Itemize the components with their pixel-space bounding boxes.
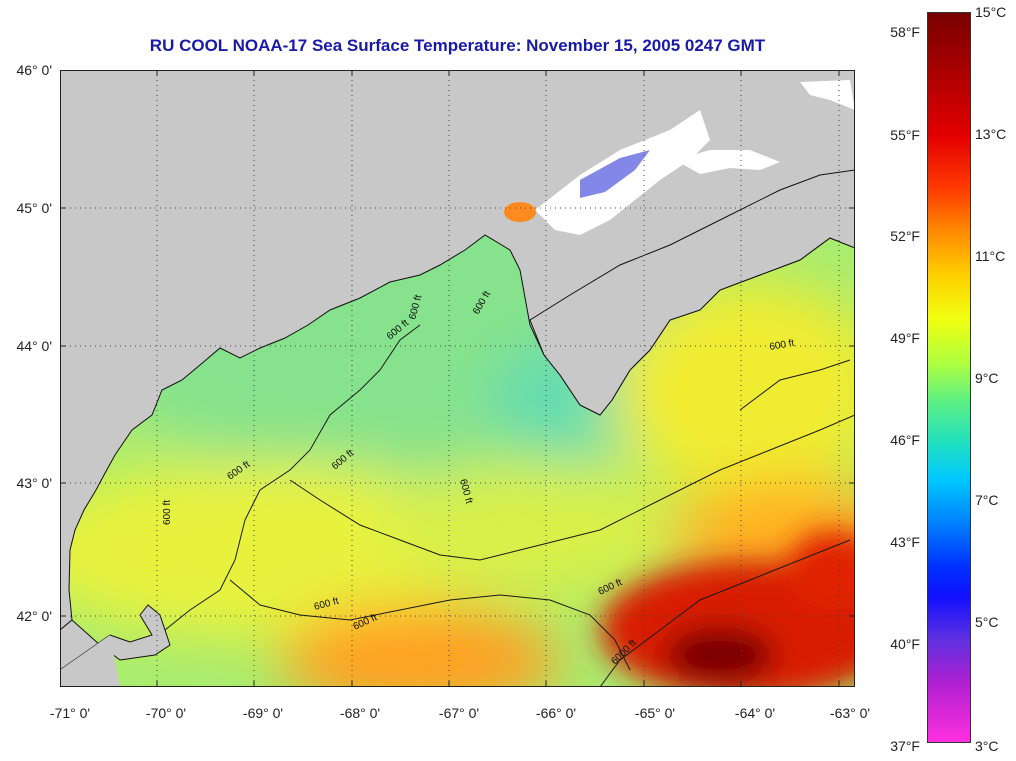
lat-label-42: 42° 0' — [16, 608, 52, 624]
contour-label: 600 ft — [162, 500, 173, 525]
contour-6000ft — [599, 539, 851, 687]
lon-label-66: -66° 0' — [535, 705, 577, 721]
sst-map[interactable]: 600 ft 600 ft 600 ft 600 ft 600 ft 600 f… — [60, 70, 855, 687]
colorbar-label-c: 5°C — [975, 614, 999, 630]
sst-hottest-region — [665, 627, 775, 683]
lat-label-43: 43° 0' — [16, 475, 52, 491]
sst-hot-region — [600, 560, 855, 687]
lon-label-63: -63° 0' — [829, 705, 871, 721]
fundy-anomaly — [580, 150, 650, 198]
colorbar-label-f: 37°F — [890, 738, 920, 754]
sst-hot-field — [600, 530, 855, 687]
contour-600ft-inner — [164, 324, 421, 631]
colorbar-label-c: 13°C — [975, 126, 1007, 142]
contour-label: 600 ft — [769, 338, 796, 353]
sst-warm-region — [280, 605, 560, 687]
contour-600ft-basin — [289, 479, 601, 561]
colorbar-label-c: 15°C — [975, 4, 1007, 20]
colorbar-label-f: 49°F — [890, 330, 920, 346]
sst-map-canvas: 600 ft 600 ft 600 ft 600 ft 600 ft 600 f… — [60, 70, 855, 687]
sst-hot-region-2 — [785, 530, 855, 610]
colorbar-label-c: 7°C — [975, 492, 999, 508]
colorbar-label-c: 9°C — [975, 370, 999, 386]
map-ticks — [60, 70, 855, 687]
map-border — [60, 70, 855, 687]
bathymetry-contours — [164, 324, 855, 687]
colorbar-label-f: 40°F — [890, 636, 920, 652]
sst-mid-region-2 — [610, 280, 855, 500]
lat-label-45: 45° 0' — [16, 200, 52, 216]
colorbar-label-f: 52°F — [890, 228, 920, 244]
lon-label-69: -69° 0' — [242, 705, 284, 721]
cloud-northeast — [800, 80, 855, 110]
contour-600ft-east — [599, 414, 855, 531]
contour-600ft-georges — [229, 579, 631, 671]
colorbar-label-f: 58°F — [890, 24, 920, 40]
sst-mid-region-3 — [380, 460, 680, 600]
lon-label-65: -65° 0' — [634, 705, 676, 721]
colorbar-label-c: 11°C — [975, 248, 1006, 264]
contour-600ft-scotian — [739, 359, 851, 411]
colorbar-label-f: 55°F — [890, 127, 920, 143]
land-southwest-corner — [60, 635, 120, 687]
land-nova-scotia — [529, 169, 855, 416]
cloud-minas-basin — [675, 150, 780, 174]
colorbar-label-c: 3°C — [975, 738, 999, 754]
colorbar-label-f: 43°F — [890, 534, 920, 550]
lon-label-68: -68° 0' — [339, 705, 381, 721]
temperature-colorbar — [927, 12, 971, 743]
lon-label-71: -71° 0' — [49, 705, 91, 721]
lon-label-64: -64° 0' — [734, 705, 776, 721]
lon-label-70: -70° 0' — [145, 705, 187, 721]
lat-label-46: 46° 0' — [16, 62, 52, 78]
fundy-warm-patch — [504, 202, 536, 222]
sst-field — [60, 150, 855, 687]
chart-title: RU COOL NOAA-17 Sea Surface Temperature:… — [149, 36, 766, 55]
lat-label-44: 44° 0' — [16, 338, 52, 354]
colorbar-label-f: 46°F — [890, 432, 920, 448]
lon-label-67: -67° 0' — [438, 705, 480, 721]
